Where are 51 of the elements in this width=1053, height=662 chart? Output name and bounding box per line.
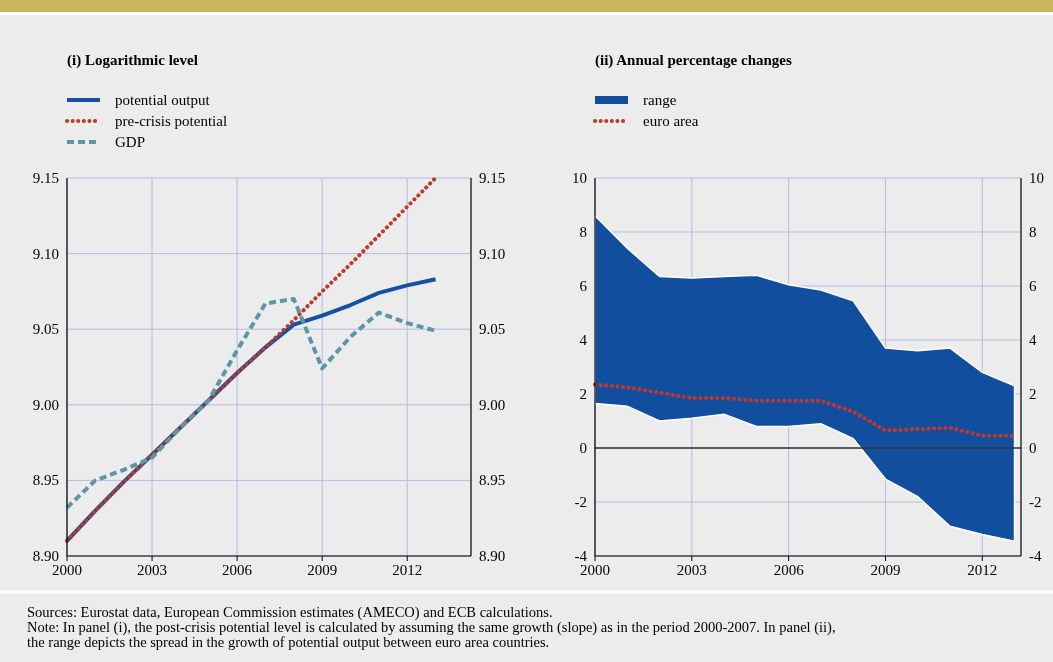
- line-series: [65, 176, 438, 543]
- y-tick-label: 10: [572, 170, 587, 186]
- legend-label: range: [643, 92, 677, 108]
- y2-tick-label: 0: [1029, 440, 1037, 456]
- legend-label: pre-crisis potential: [115, 113, 228, 129]
- y2-tick-label: 9.10: [479, 245, 506, 262]
- x-tick-label: 2006: [773, 562, 805, 578]
- x-tick-label: 2012: [967, 562, 998, 578]
- chart-title: (i) Logarithmic level: [67, 52, 198, 69]
- source-note: Sources: Eurostat data, European Commission estimates (AMECO) and ECB calculations.: [27, 604, 553, 621]
- y-tick-label: 0: [579, 440, 587, 456]
- legend-label: GDP: [115, 134, 146, 150]
- y2-tick-label: 4: [1029, 332, 1037, 348]
- y-tick-label: 9.05: [32, 321, 59, 338]
- legend-label: euro area: [643, 113, 699, 129]
- line-series: [65, 296, 438, 510]
- y-tick-label: 8: [579, 224, 587, 240]
- text: the range depicts the spread in the growth of potential output between euro area countries.: [27, 634, 550, 650]
- y-tick-label: -4: [574, 548, 588, 564]
- y2-tick-label: 6: [1029, 278, 1037, 294]
- x-tick-label: 2000: [52, 562, 82, 578]
- chart-title: (ii) Annual percentage changes: [595, 52, 792, 69]
- y2-tick-label: 9.15: [479, 170, 506, 186]
- x-tick-label: 2003: [676, 562, 707, 578]
- x-tick-label: 2000: [580, 562, 610, 578]
- x-tick-label: 2009: [307, 562, 338, 578]
- y2-tick-label: 8.90: [479, 548, 506, 564]
- y2-tick-label: 8: [1029, 224, 1037, 240]
- x-tick-label: 2006: [222, 562, 253, 578]
- y-tick-label: 2: [579, 386, 587, 402]
- x-tick-label: 2003: [137, 562, 168, 578]
- x-tick-label: 2012: [392, 562, 423, 578]
- y-tick-label: 8.90: [32, 548, 59, 564]
- x-tick-label: 2009: [870, 562, 901, 578]
- line-series: [593, 382, 1017, 438]
- text: Note: In panel (i), the post-crisis potential level is calculated by assuming the same growth (slope) as in the period 2000-2007. In panel (ii),: [27, 619, 836, 636]
- y-tick-label: -2: [574, 494, 587, 510]
- y-tick-label: 9.00: [32, 396, 59, 413]
- y2-tick-label: -2: [1029, 494, 1042, 510]
- y-tick-label: 9.15: [32, 170, 59, 186]
- legend-label: potential output: [115, 92, 211, 108]
- y2-tick-label: 10: [1029, 170, 1044, 186]
- y2-tick-label: 2: [1029, 386, 1037, 402]
- y2-tick-label: 8.95: [479, 472, 506, 489]
- y-tick-label: 4: [579, 332, 588, 348]
- y2-tick-label: -4: [1029, 548, 1042, 564]
- y2-tick-label: 9.00: [479, 396, 506, 413]
- y-tick-label: 6: [579, 278, 588, 294]
- y2-tick-label: 9.05: [479, 321, 506, 338]
- y-tick-label: 8.95: [32, 472, 59, 489]
- y-tick-label: 9.10: [32, 245, 59, 262]
